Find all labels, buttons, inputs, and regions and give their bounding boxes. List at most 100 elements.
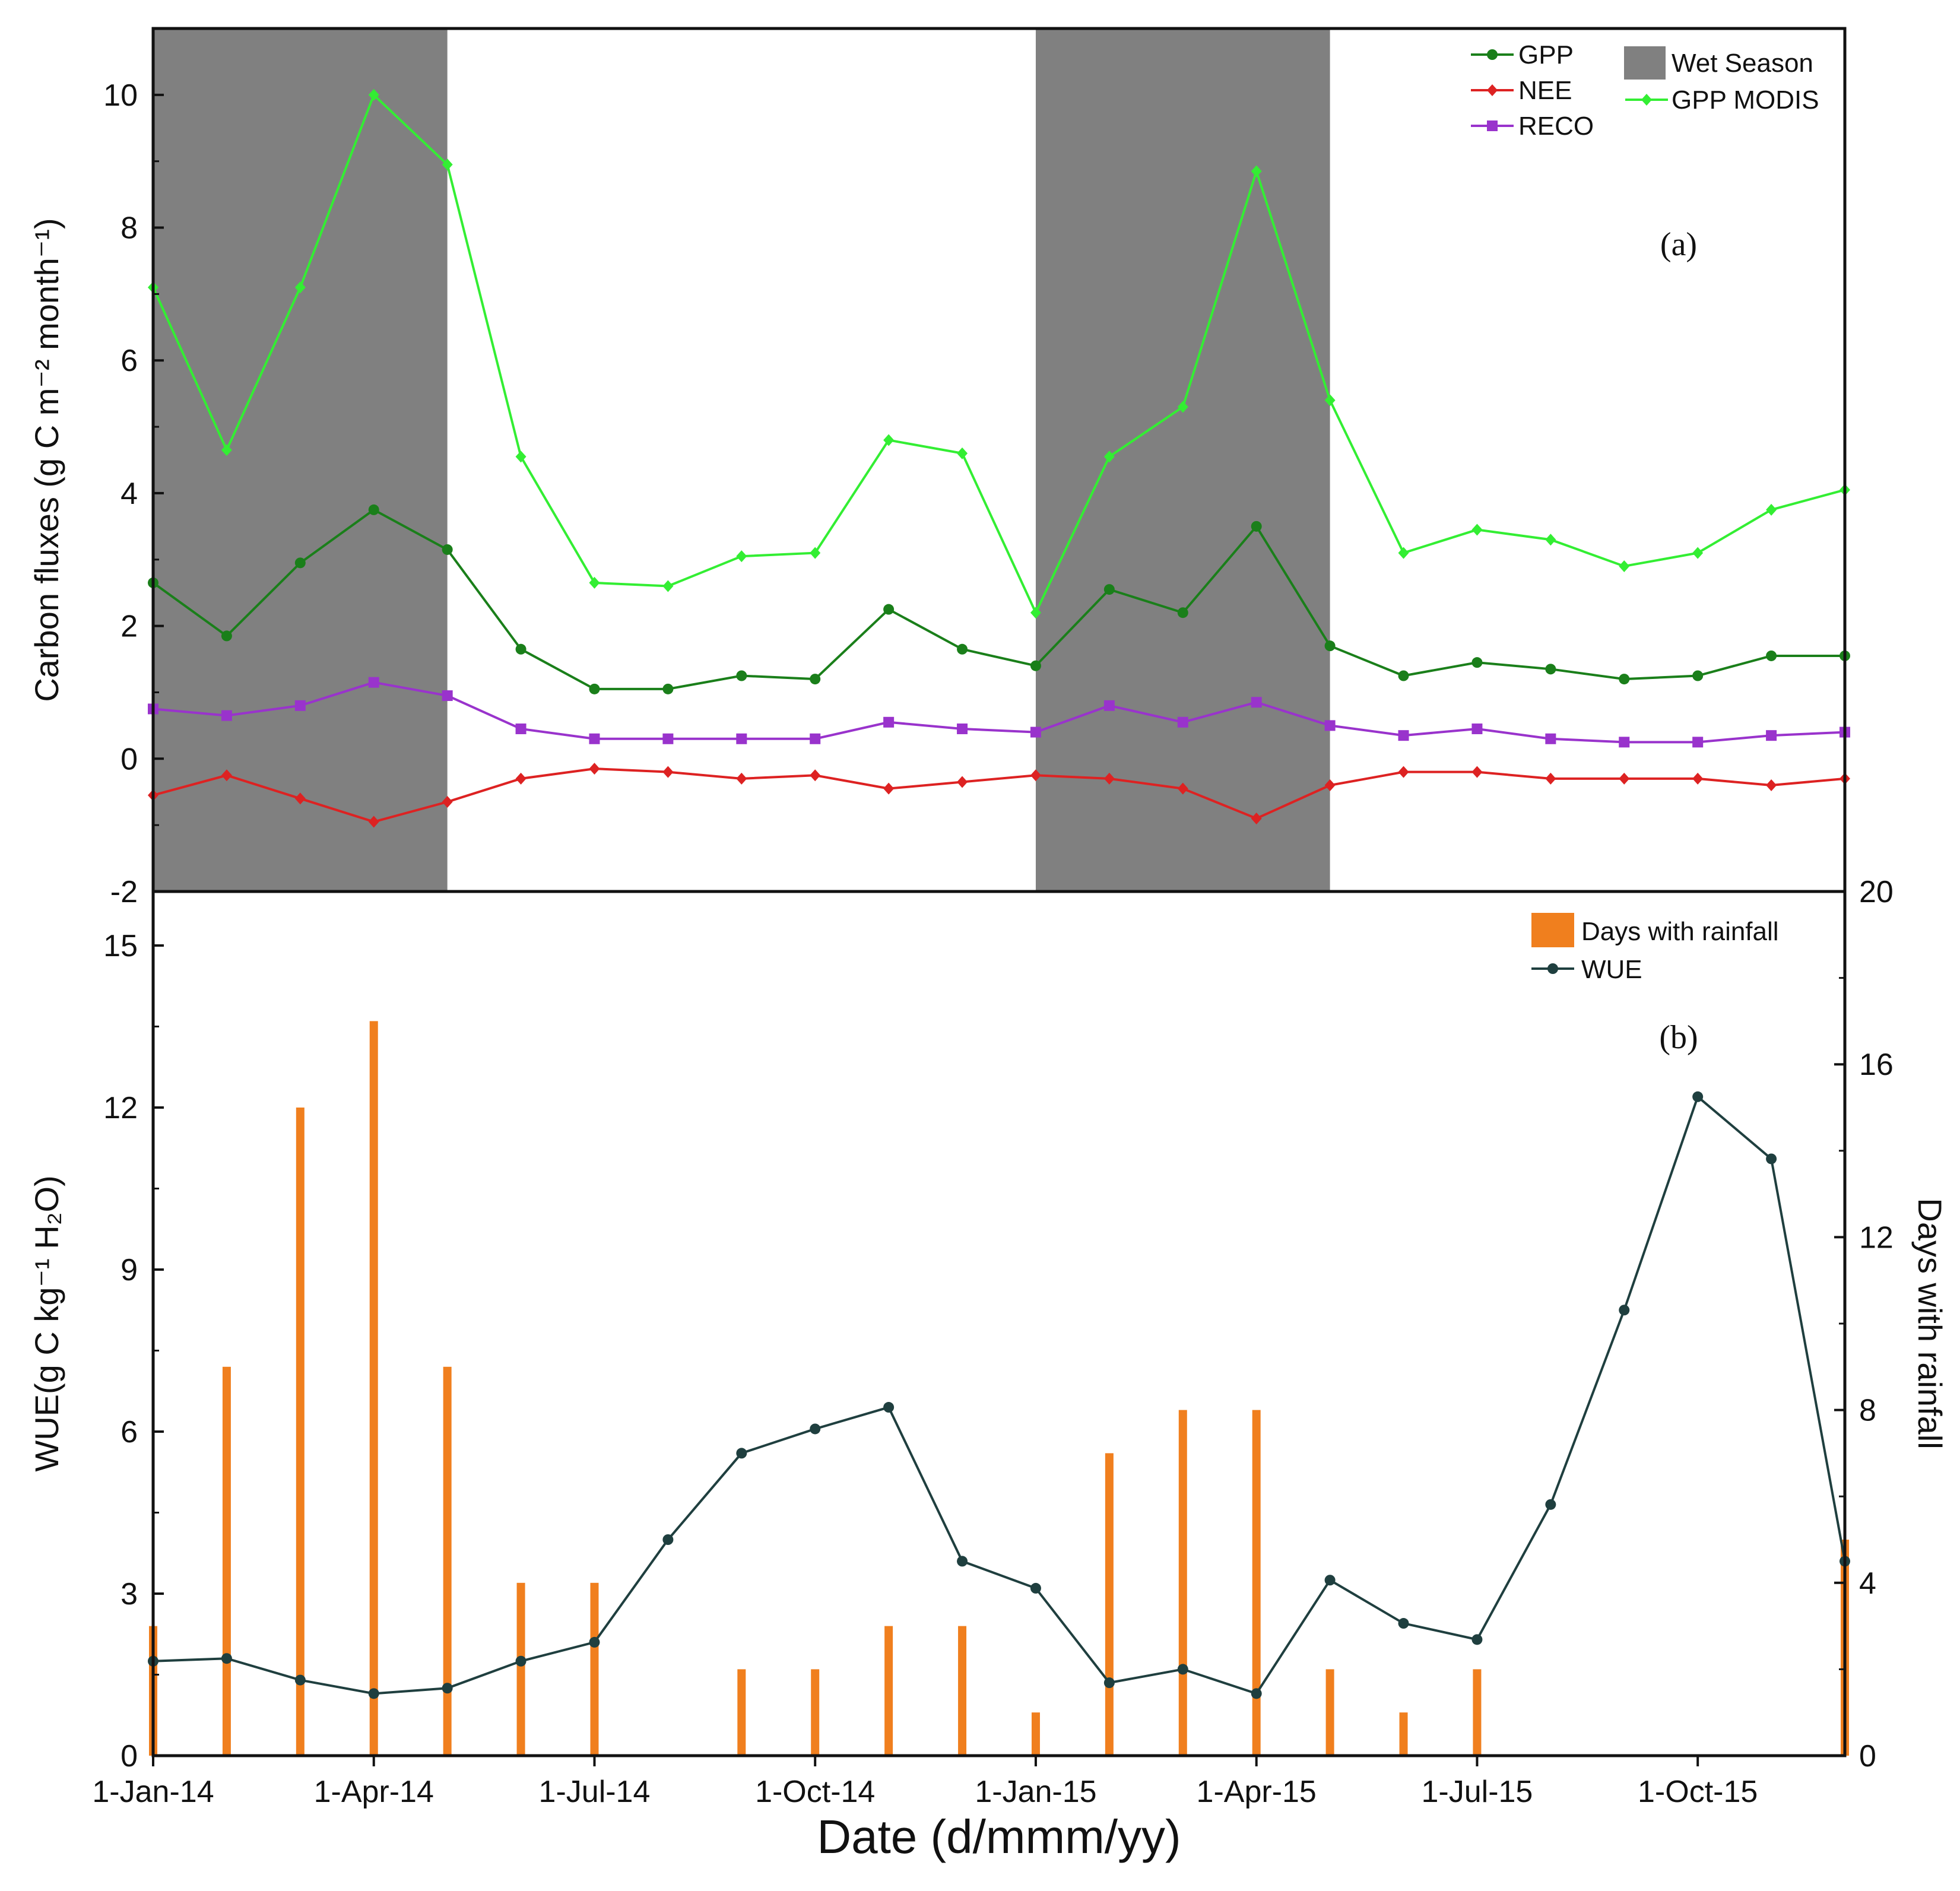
rainfall-bar <box>516 1582 525 1756</box>
y-tick-label: 6 <box>120 344 138 378</box>
data-point <box>736 670 747 681</box>
data-point <box>957 723 968 734</box>
series-reco <box>148 677 1850 748</box>
wet-season-shading <box>153 28 1330 891</box>
y-right-tick-label: 16 <box>1859 1048 1894 1082</box>
series-nee <box>148 763 1850 828</box>
data-point <box>1177 782 1188 795</box>
legend-label: RECO <box>1518 112 1594 141</box>
data-point <box>368 677 379 688</box>
rainfall-bar <box>1473 1669 1482 1756</box>
data-point <box>1251 812 1262 824</box>
data-point <box>1619 560 1630 572</box>
carbon-flux-series <box>148 88 1850 828</box>
data-point <box>810 674 821 685</box>
data-point <box>1692 547 1704 559</box>
data-point <box>1619 737 1630 748</box>
data-point <box>883 716 895 728</box>
data-point <box>662 733 674 744</box>
data-point <box>662 580 674 592</box>
wue-point <box>1692 1091 1704 1102</box>
data-point <box>1471 657 1483 668</box>
data-point <box>294 700 306 711</box>
data-point <box>1545 733 1556 744</box>
data-point <box>736 733 747 744</box>
data-point <box>442 158 453 171</box>
data-point <box>1545 534 1556 546</box>
wue-point <box>442 1683 453 1694</box>
data-point <box>1324 720 1336 731</box>
data-point <box>736 772 747 785</box>
y-tick-label: 8 <box>120 211 138 246</box>
rainfall-bar <box>222 1366 231 1756</box>
data-point <box>442 690 453 702</box>
y-tick-label: 4 <box>120 477 138 511</box>
data-point <box>810 733 821 744</box>
data-point <box>1324 640 1336 652</box>
panel-a-carbon-fluxes: -2 0 2 4 6 8 10 Carbon fluxes (g C m⁻² month⁻¹… <box>28 27 1850 909</box>
wue-point <box>221 1653 232 1664</box>
y-tick-label: -2 <box>110 875 138 909</box>
series-line <box>153 681 1845 744</box>
x-tick-label: 1-Apr-14 <box>314 1775 434 1809</box>
wue-point <box>1177 1664 1188 1675</box>
data-point <box>957 776 968 788</box>
x-tick-label: 1-Apr-15 <box>1197 1775 1317 1809</box>
data-point <box>1692 772 1704 785</box>
data-point <box>1177 401 1188 413</box>
data-point <box>1619 772 1630 785</box>
data-point <box>589 683 600 694</box>
series-gpp-modis <box>148 88 1850 619</box>
y-tick-label: 2 <box>120 610 138 644</box>
series-line <box>152 93 1845 615</box>
data-point <box>1103 700 1115 711</box>
legend-marker <box>1641 94 1652 106</box>
wue-point <box>662 1534 674 1545</box>
data-point <box>1692 737 1704 748</box>
x-tick-label: 1-Oct-14 <box>755 1775 875 1809</box>
wue-point <box>1766 1153 1777 1165</box>
legend-marker <box>1487 49 1498 60</box>
data-point <box>1177 607 1188 618</box>
data-point <box>1398 670 1409 681</box>
data-point <box>1766 779 1777 792</box>
data-point <box>221 444 232 456</box>
y-tick-label: 10 <box>103 78 138 113</box>
series-gpp <box>148 504 1850 694</box>
wue-point <box>1619 1305 1630 1316</box>
panel-b-frame <box>151 890 1847 1757</box>
wue-point <box>1545 1499 1556 1510</box>
data-point <box>442 796 453 808</box>
y-tick-label: 9 <box>120 1253 138 1287</box>
panel-b-right-y-ticks: 0 4 8 12 16 20 <box>1834 875 1894 1773</box>
panel-b-left-y-axis-title: WUE(g C kg⁻¹ H₂O) <box>28 1175 65 1471</box>
data-point <box>1398 730 1409 741</box>
y-tick-label: 15 <box>103 929 138 963</box>
data-point <box>883 604 895 615</box>
data-point <box>1545 664 1556 675</box>
legend-label: GPP <box>1518 40 1574 69</box>
wue-point <box>294 1674 306 1686</box>
wue-point <box>515 1655 527 1667</box>
panel-b-wue: 0 3 6 9 12 15 0 4 8 12 16 20 1-Jan-14 1-Apr-14 1-Jul… <box>28 875 1949 1863</box>
data-point <box>1471 723 1483 734</box>
legend-label: WUE <box>1581 955 1642 984</box>
data-point <box>1545 772 1556 785</box>
legend-swatch-wet-season <box>1624 46 1666 80</box>
data-point <box>221 710 232 721</box>
panel-b-label: (b) <box>1659 1019 1698 1056</box>
panel-b-x-ticks: 1-Jan-14 1-Apr-14 1-Jul-14 1-Oct-14 1-Jan-15… <box>92 1756 1758 1809</box>
wue-point <box>368 1688 379 1699</box>
wue-point <box>1324 1575 1336 1586</box>
legend-marker <box>1487 120 1498 131</box>
y-right-tick-label: 0 <box>1859 1739 1876 1773</box>
wue-point <box>1471 1634 1483 1645</box>
wue-point <box>1398 1618 1409 1629</box>
x-tick-label: 1-Jul-15 <box>1421 1775 1533 1809</box>
data-point <box>1471 523 1483 536</box>
rainfall-bar <box>296 1108 305 1756</box>
legend-swatch-rainfall <box>1531 913 1574 947</box>
data-point <box>1398 547 1409 559</box>
data-point <box>662 766 674 778</box>
rainfall-bar <box>1031 1712 1040 1756</box>
